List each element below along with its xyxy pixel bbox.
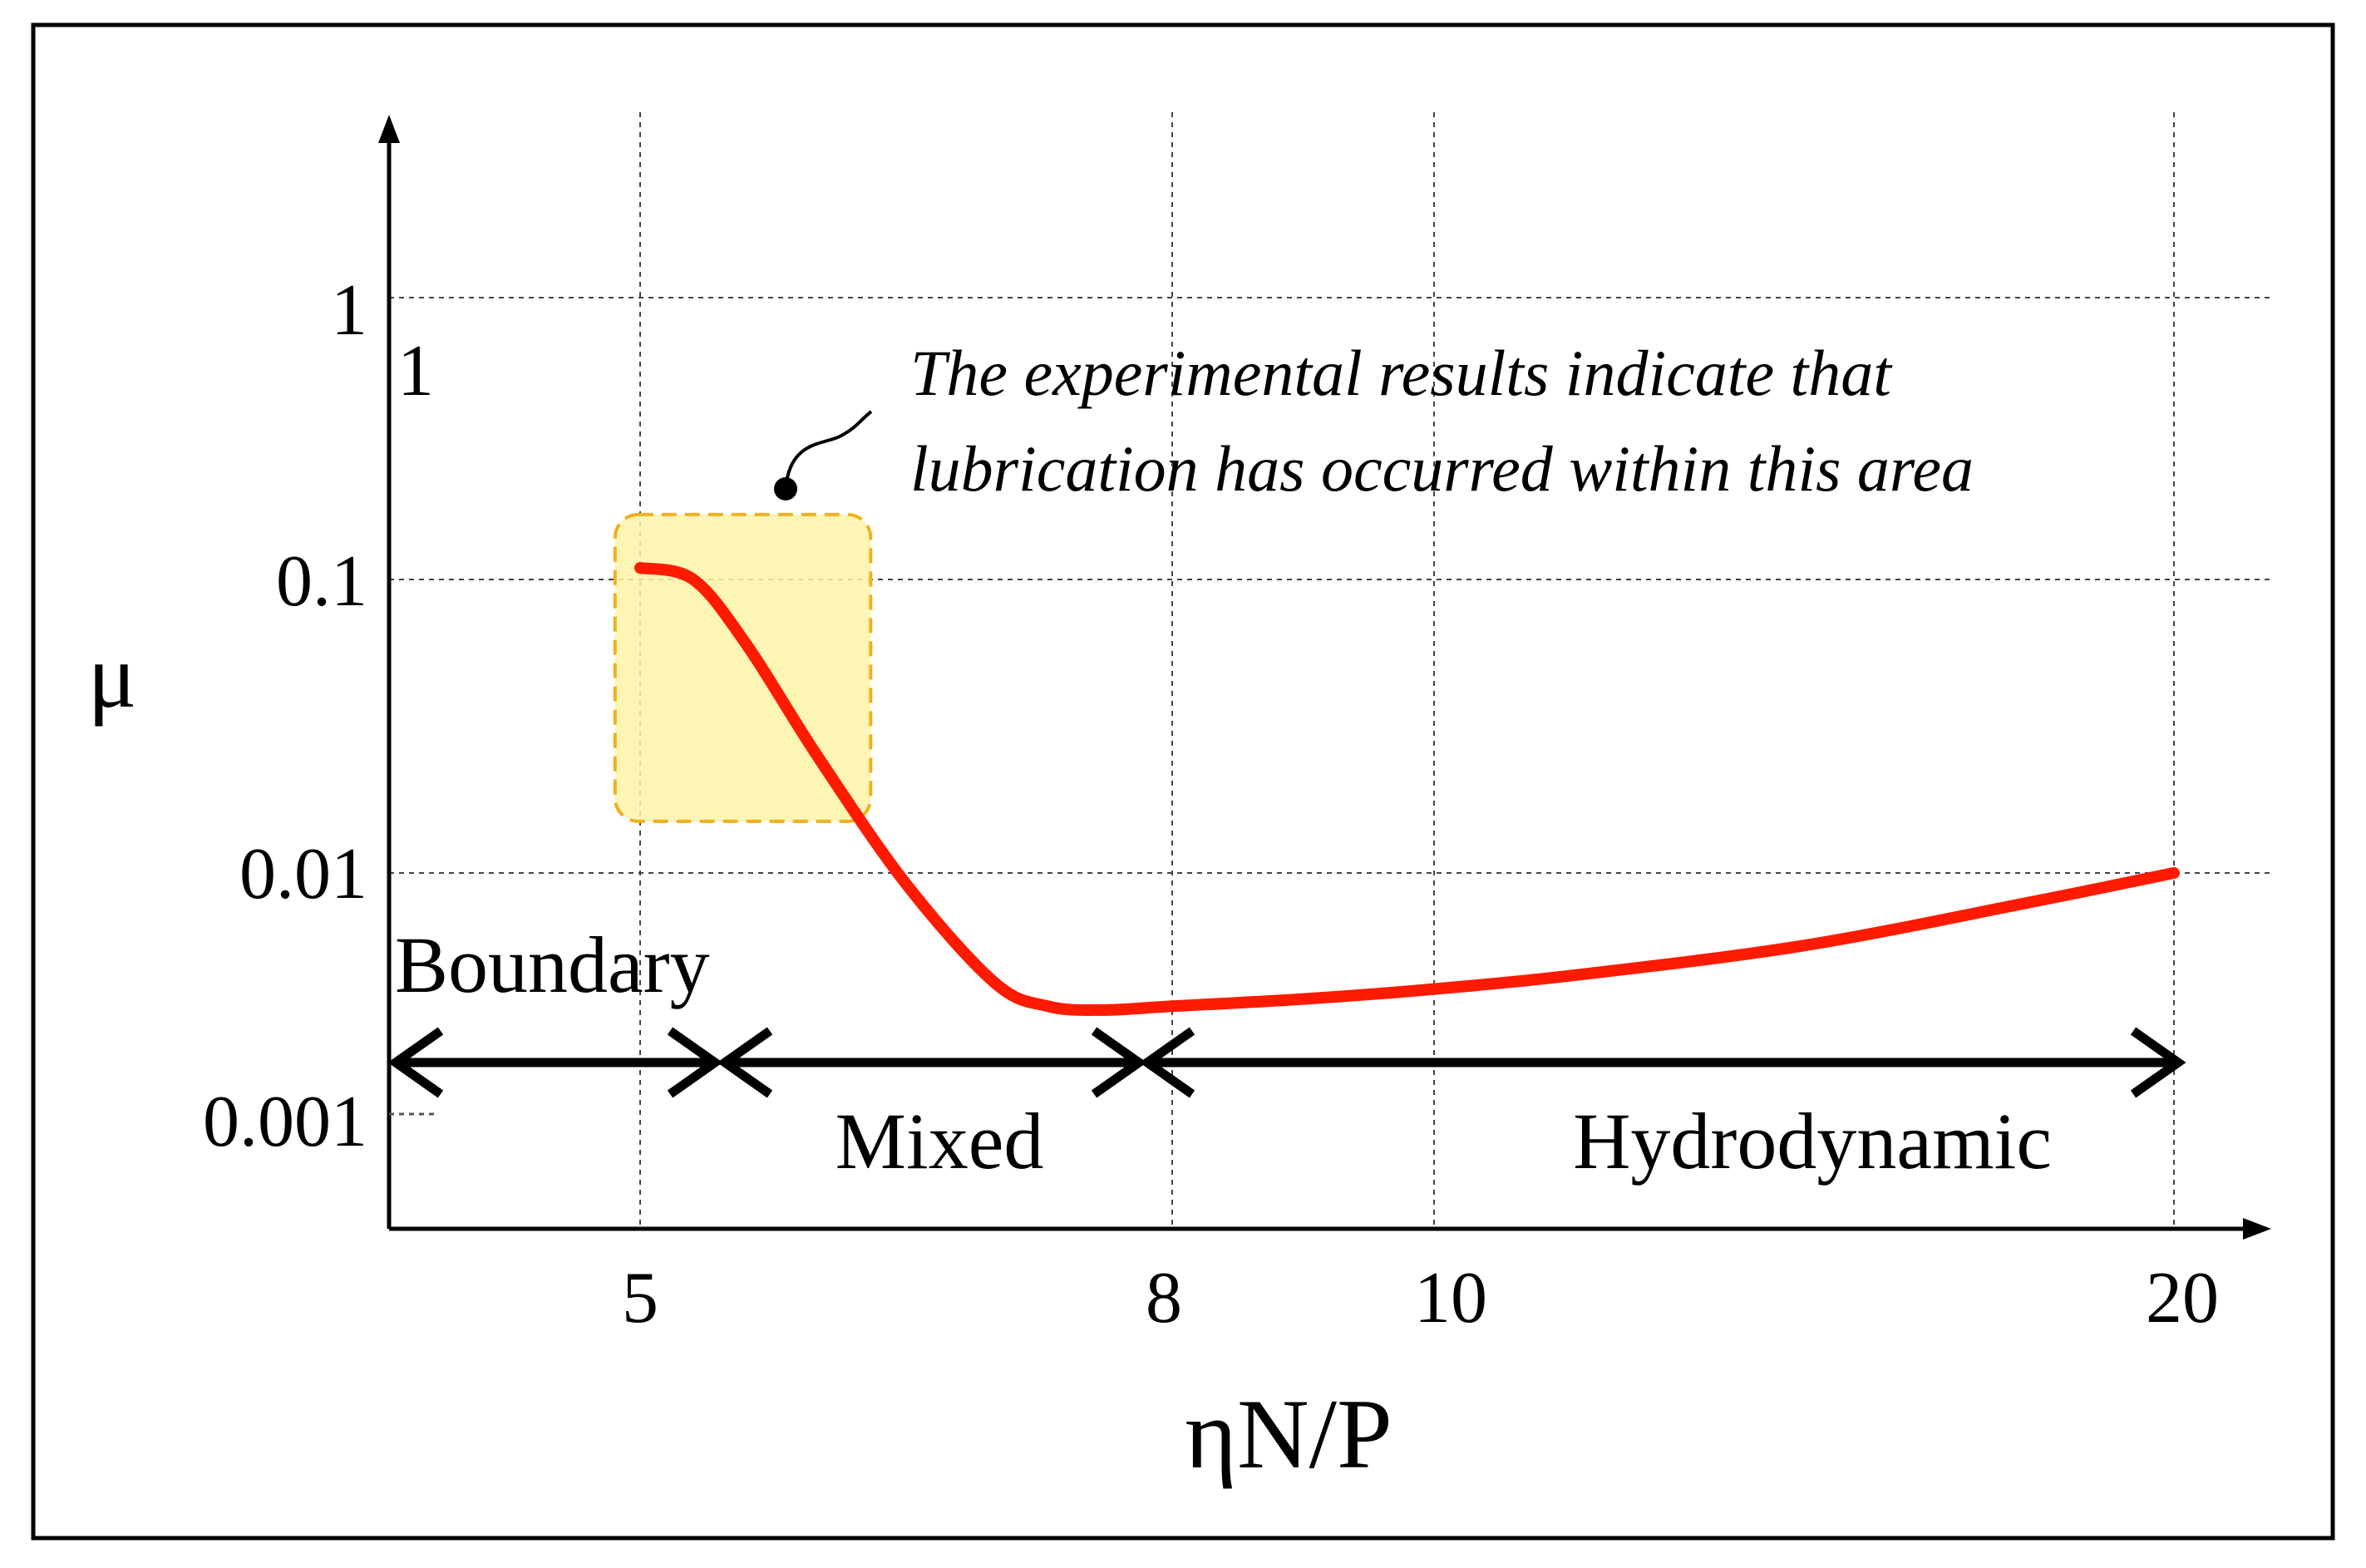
annotation-leader [784, 410, 873, 490]
mixed-arrow [717, 1027, 1147, 1098]
y-axis-title: μ [88, 625, 137, 727]
annotation-line-2: lubrication has occurred within this are… [910, 432, 1974, 505]
x-axis-arrowhead [2243, 1218, 2271, 1240]
region-label-hydrodynamic: Hydrodynamic [1573, 1097, 2052, 1186]
hydrodynamic-arrow [1139, 1027, 2186, 1098]
y-tick-label: 0.001 [203, 1082, 367, 1162]
y-axis-arrowhead [378, 115, 400, 143]
friction-curve [634, 562, 2180, 1016]
x-tick-label: 20 [2146, 1258, 2219, 1339]
y-tick-label: 0.01 [239, 834, 367, 915]
x-tick-label: 8 [1146, 1258, 1182, 1339]
annotation-line-1: The experimental results indicate that [910, 337, 1893, 409]
region-label-boundary: Boundary [395, 920, 710, 1009]
annotation-dot [774, 477, 797, 500]
y-tick-label: 1 [331, 270, 367, 351]
y-tick-label: 0.1 [276, 541, 367, 622]
region-label-mixed: Mixed [835, 1097, 1044, 1186]
x-tick-label: 5 [622, 1258, 658, 1339]
x-tick-label: 10 [1414, 1258, 1487, 1339]
y-inner-label: 1 [397, 331, 434, 412]
x-axis-title: ηN/P [1185, 1378, 1392, 1489]
chart-frame [31, 22, 2335, 1541]
boundary-arrow [387, 1027, 723, 1098]
